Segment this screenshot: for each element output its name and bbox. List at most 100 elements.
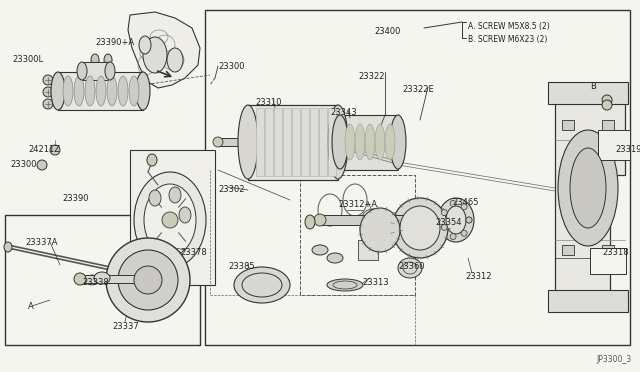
Ellipse shape (134, 172, 206, 268)
Ellipse shape (43, 75, 53, 85)
Ellipse shape (105, 62, 115, 80)
Ellipse shape (390, 115, 406, 169)
Ellipse shape (129, 76, 139, 106)
Text: 23337: 23337 (112, 322, 139, 331)
Ellipse shape (611, 86, 625, 100)
Bar (590, 248, 626, 274)
Ellipse shape (570, 148, 606, 228)
Text: 23338: 23338 (82, 278, 109, 287)
Text: 23360: 23360 (398, 262, 424, 271)
Ellipse shape (51, 72, 65, 110)
Bar (205, 10, 630, 345)
Ellipse shape (179, 207, 191, 223)
Ellipse shape (466, 217, 472, 223)
Ellipse shape (365, 124, 375, 160)
Ellipse shape (74, 76, 84, 106)
Text: B. SCREW M6X23 (2): B. SCREW M6X23 (2) (468, 35, 547, 44)
Ellipse shape (144, 184, 196, 256)
Bar (319, 108, 327, 176)
Bar (218, 138, 248, 146)
Text: 23322: 23322 (358, 72, 385, 81)
Ellipse shape (314, 214, 326, 226)
Text: 23318: 23318 (602, 248, 628, 257)
Bar (256, 108, 264, 176)
Text: 23322E: 23322E (402, 85, 434, 94)
Text: 23312: 23312 (465, 272, 492, 281)
Text: 23310: 23310 (255, 98, 282, 107)
Bar (130, 150, 215, 285)
Ellipse shape (234, 267, 290, 303)
Ellipse shape (107, 76, 117, 106)
Ellipse shape (139, 36, 151, 54)
Text: 23390: 23390 (62, 194, 88, 203)
Bar (310, 108, 318, 176)
Text: 23465: 23465 (452, 198, 479, 207)
Bar (340, 115, 398, 170)
Bar (265, 108, 273, 176)
Bar (301, 108, 309, 176)
Ellipse shape (385, 124, 395, 160)
Bar (274, 108, 282, 176)
Ellipse shape (461, 204, 467, 210)
Ellipse shape (74, 273, 86, 285)
Bar (292, 108, 300, 176)
Ellipse shape (312, 245, 328, 255)
Ellipse shape (104, 54, 112, 66)
Ellipse shape (398, 258, 422, 278)
Ellipse shape (442, 210, 447, 216)
Text: 23390+A: 23390+A (95, 38, 134, 47)
Text: A. SCREW M5X8.5 (2): A. SCREW M5X8.5 (2) (468, 22, 550, 31)
Ellipse shape (4, 242, 12, 252)
Ellipse shape (327, 279, 363, 291)
Ellipse shape (558, 130, 618, 246)
Bar (248, 105, 338, 180)
Ellipse shape (400, 206, 440, 250)
Text: 23300: 23300 (10, 160, 36, 169)
Text: 23300: 23300 (218, 62, 244, 71)
Bar (602, 245, 614, 255)
Text: 23385: 23385 (228, 262, 255, 271)
Ellipse shape (50, 145, 60, 155)
Ellipse shape (77, 62, 87, 80)
Text: 23400: 23400 (374, 27, 401, 36)
Ellipse shape (87, 275, 97, 285)
Bar (548, 82, 628, 104)
Bar (562, 245, 574, 255)
Ellipse shape (96, 76, 106, 106)
Polygon shape (555, 85, 625, 295)
Ellipse shape (149, 190, 161, 206)
Bar (283, 108, 291, 176)
Text: 23337A: 23337A (25, 238, 58, 247)
Text: 23313: 23313 (362, 278, 388, 287)
Ellipse shape (118, 250, 178, 310)
Bar (80, 275, 148, 283)
Text: 23354: 23354 (435, 218, 461, 227)
Bar (5, 215, 200, 345)
Ellipse shape (611, 294, 625, 308)
Ellipse shape (553, 86, 567, 100)
Ellipse shape (305, 215, 315, 229)
Ellipse shape (602, 95, 612, 105)
Text: 23302: 23302 (218, 185, 244, 194)
Text: 23300L: 23300L (12, 55, 43, 64)
Polygon shape (358, 240, 378, 260)
Ellipse shape (553, 294, 567, 308)
Bar (338, 138, 350, 146)
Ellipse shape (450, 234, 456, 240)
Ellipse shape (238, 105, 258, 179)
Text: JP3300_3: JP3300_3 (597, 355, 632, 364)
Ellipse shape (91, 54, 99, 66)
Ellipse shape (602, 100, 612, 110)
Text: B: B (590, 82, 596, 91)
Ellipse shape (213, 137, 223, 147)
Ellipse shape (461, 230, 467, 236)
Text: 24211Z: 24211Z (28, 145, 60, 154)
Text: A: A (28, 302, 34, 311)
Ellipse shape (136, 72, 150, 110)
Text: 23319: 23319 (615, 145, 640, 154)
Text: 23378: 23378 (180, 248, 207, 257)
Ellipse shape (118, 76, 128, 106)
Ellipse shape (63, 76, 73, 106)
Ellipse shape (442, 224, 447, 230)
Bar (82, 62, 110, 80)
